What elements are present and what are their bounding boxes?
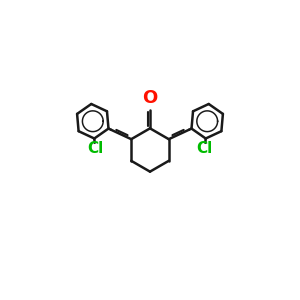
Text: O: O <box>142 89 158 107</box>
Text: Cl: Cl <box>87 141 103 156</box>
Text: Cl: Cl <box>197 141 213 156</box>
